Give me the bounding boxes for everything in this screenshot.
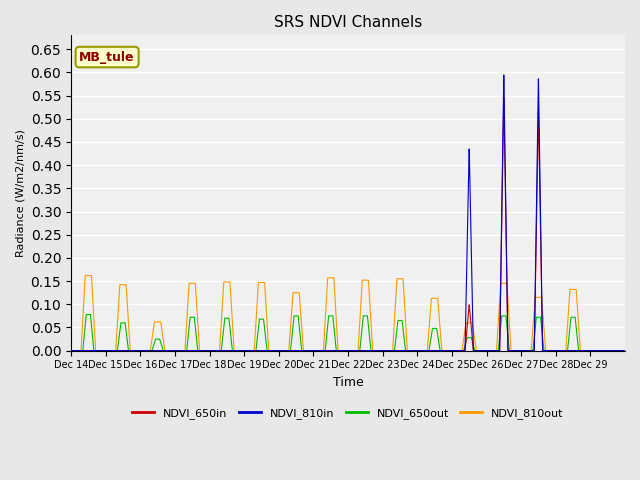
Legend: NDVI_650in, NDVI_810in, NDVI_650out, NDVI_810out: NDVI_650in, NDVI_810in, NDVI_650out, NDV… — [128, 404, 568, 423]
Text: MB_tule: MB_tule — [79, 50, 135, 63]
Title: SRS NDVI Channels: SRS NDVI Channels — [274, 15, 422, 30]
Y-axis label: Radiance (W/m2/nm/s): Radiance (W/m2/nm/s) — [15, 129, 25, 257]
X-axis label: Time: Time — [333, 376, 364, 389]
